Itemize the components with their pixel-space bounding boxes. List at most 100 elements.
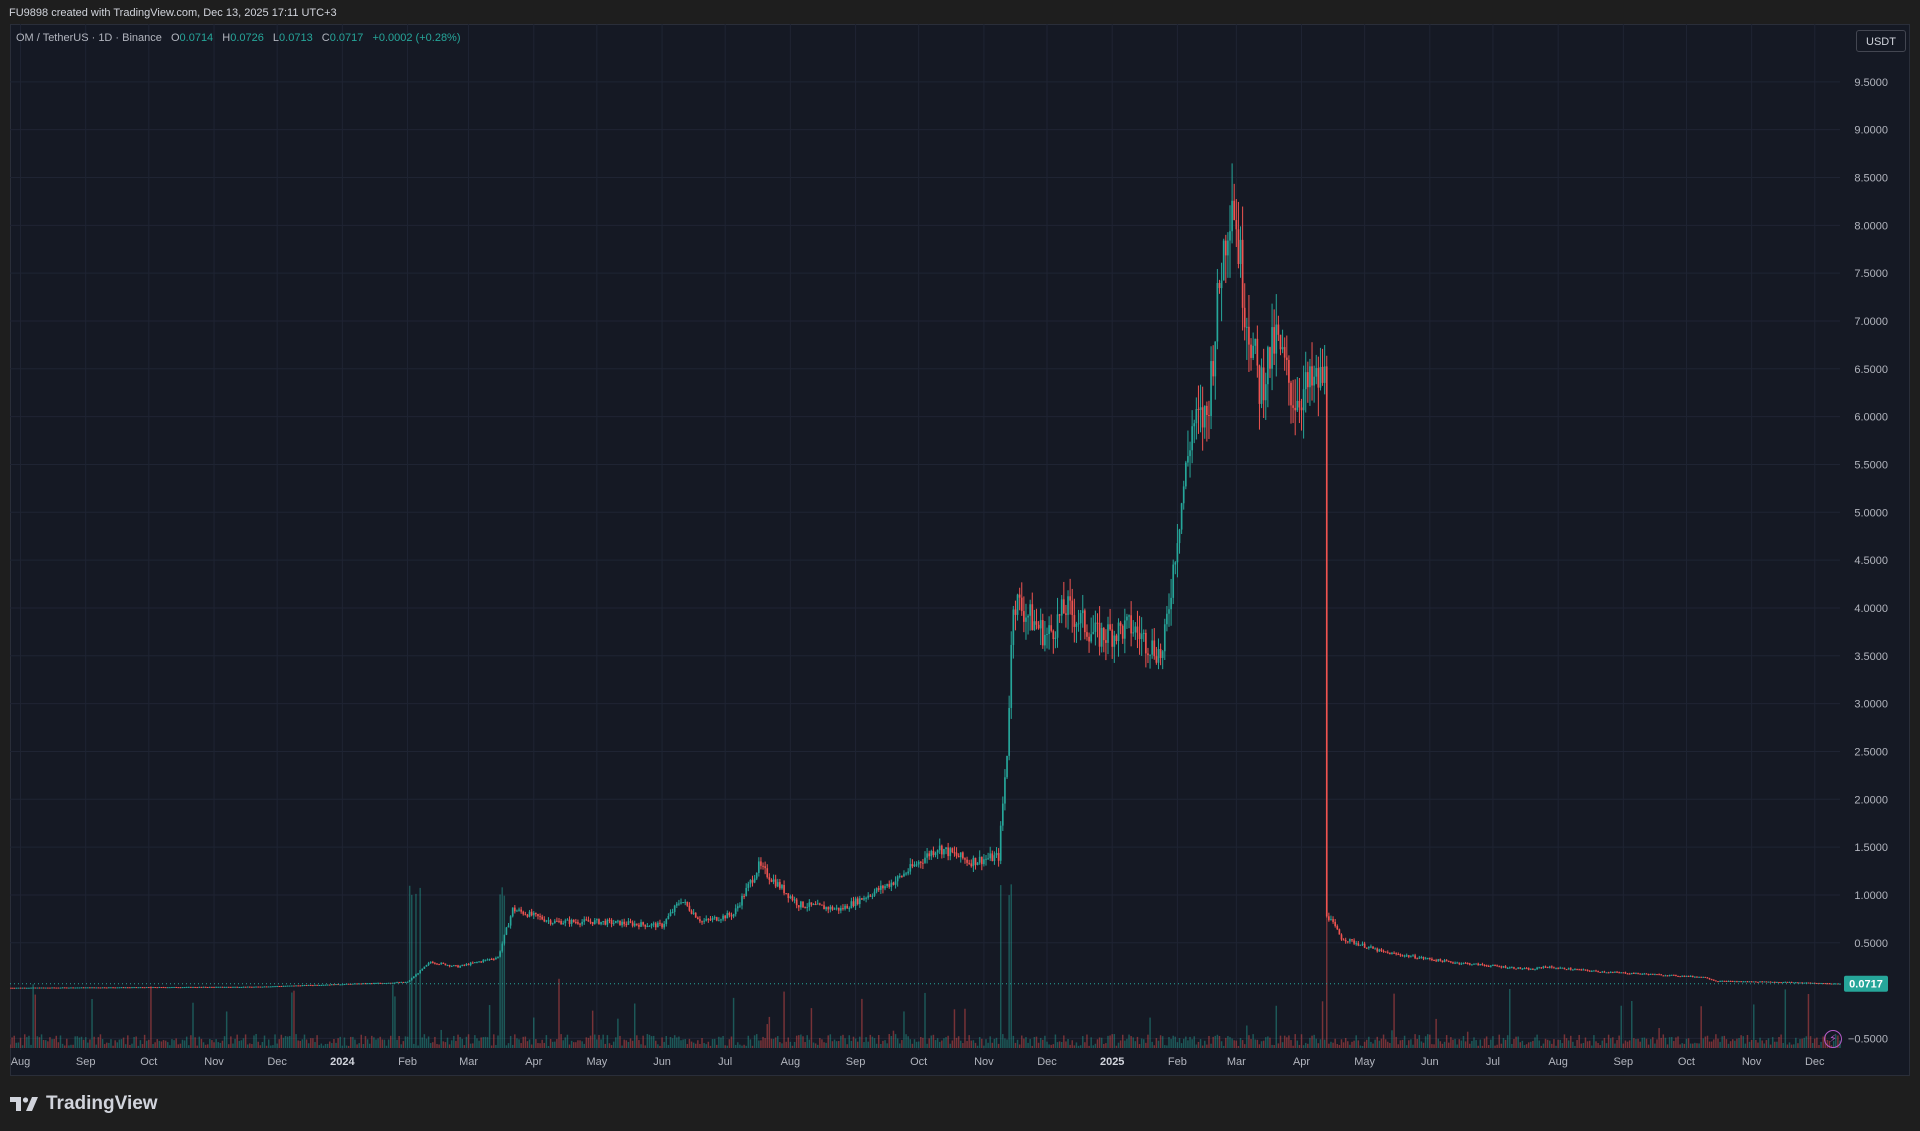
candle-body xyxy=(617,920,619,922)
candle-body xyxy=(34,987,37,989)
candle-body xyxy=(295,985,297,987)
candle-body xyxy=(38,987,41,989)
candle-body xyxy=(1176,543,1179,563)
candle-body xyxy=(715,917,718,921)
candle-body xyxy=(282,985,285,987)
volume-bar xyxy=(1330,1041,1332,1048)
volume-bar xyxy=(335,1042,337,1048)
x-tick-label: Oct xyxy=(140,1056,157,1068)
candle-body xyxy=(1313,376,1315,386)
candle-body xyxy=(431,961,434,964)
volume-bar xyxy=(1567,1040,1570,1048)
candle-body xyxy=(206,987,209,989)
candle-body xyxy=(1151,640,1154,655)
candle-body xyxy=(1738,981,1740,983)
candle-body xyxy=(1052,630,1055,639)
candle-body xyxy=(978,856,981,863)
volume-bar xyxy=(406,1036,409,1048)
candle-body xyxy=(356,983,358,985)
volume-bar xyxy=(286,1036,289,1048)
volume-bar xyxy=(1023,1038,1025,1048)
volume-bar xyxy=(32,984,34,1048)
volume-bar xyxy=(1048,1044,1050,1048)
candle-body xyxy=(1046,634,1048,636)
candle-body xyxy=(442,962,445,964)
currency-button[interactable]: USDT xyxy=(1856,30,1906,52)
volume-bar xyxy=(1176,1042,1179,1048)
volume-bar xyxy=(1494,1045,1496,1048)
candle-body xyxy=(511,907,514,917)
chart-area[interactable] xyxy=(10,24,1910,1076)
candle-body xyxy=(1199,407,1202,410)
volume-bar xyxy=(1708,1041,1711,1048)
candle-body xyxy=(1037,624,1040,629)
candle-body xyxy=(1403,955,1406,957)
volume-bar xyxy=(1658,1028,1660,1048)
volume-bar xyxy=(293,990,295,1048)
candle-body xyxy=(1391,952,1393,955)
x-tick-label: Oct xyxy=(1678,1056,1695,1068)
candle-body xyxy=(1529,968,1532,970)
candle-body xyxy=(118,987,121,989)
volume-bar xyxy=(1527,1042,1530,1048)
candle-body xyxy=(1300,407,1303,411)
volume-bar xyxy=(859,1036,861,1048)
candle-body xyxy=(577,922,579,924)
candle-body xyxy=(1361,943,1364,945)
volume-bar xyxy=(1652,1037,1654,1048)
volume-bar xyxy=(1052,1044,1055,1048)
volume-bar xyxy=(1208,1035,1210,1048)
volume-bar xyxy=(1180,1043,1183,1048)
volume-bar xyxy=(1271,1044,1273,1048)
x-tick-label: Dec xyxy=(1037,1056,1057,1068)
candle-body xyxy=(867,895,870,898)
candle-body xyxy=(1487,965,1490,967)
volume-bar xyxy=(682,1039,684,1048)
candle-body xyxy=(909,864,912,872)
candle-body xyxy=(1805,982,1808,984)
volume-bar xyxy=(762,1036,764,1048)
volume-bar xyxy=(299,1040,302,1048)
volume-bar xyxy=(886,1043,888,1048)
y-tick-label: 1.0000 xyxy=(1854,890,1888,902)
volume-bar xyxy=(1012,1035,1015,1048)
volume-bar xyxy=(373,1037,375,1048)
volume-bar xyxy=(770,1038,773,1048)
symbol-label[interactable]: OM / TetherUS · 1D · Binance xyxy=(16,32,162,44)
lightning-icon[interactable]: ⚡ xyxy=(1824,1030,1842,1048)
candle-body xyxy=(478,961,480,963)
volume-bar xyxy=(606,1035,609,1048)
volume-bar xyxy=(554,1041,556,1048)
volume-bar xyxy=(366,1039,369,1048)
candle-body xyxy=(1456,962,1459,964)
candle-body xyxy=(434,963,436,965)
volume-bar xyxy=(476,1038,478,1048)
candle-body xyxy=(242,986,245,988)
candle-body xyxy=(692,912,695,914)
candle-body xyxy=(1389,952,1391,955)
price-chart[interactable]: 9.50009.00008.50008.00007.50007.00006.50… xyxy=(10,24,1910,1076)
volume-bar xyxy=(419,887,421,1048)
volume-bar xyxy=(1351,1041,1353,1048)
volume-bar xyxy=(21,1045,24,1048)
volume-bar xyxy=(326,1043,329,1048)
volume-bar xyxy=(19,1037,22,1048)
volume-bar xyxy=(47,1041,49,1048)
candle-body xyxy=(1126,616,1128,621)
volume-bar xyxy=(103,1044,106,1048)
volume-bar xyxy=(1729,1041,1732,1048)
candle-body xyxy=(669,912,672,916)
volume-bar xyxy=(779,1042,781,1048)
volume-bar xyxy=(810,1008,813,1048)
candle-body xyxy=(537,914,539,917)
volume-bar xyxy=(337,1038,339,1048)
candle-body xyxy=(1454,962,1456,964)
volume-bar xyxy=(320,1043,323,1048)
candle-body xyxy=(623,921,626,925)
change-value: +0.0002 (+0.28%) xyxy=(372,32,461,44)
tradingview-logo[interactable]: TradingView xyxy=(10,1093,158,1115)
volume-bar xyxy=(888,1034,890,1048)
volume-bar xyxy=(1574,1045,1576,1048)
volume-bar xyxy=(1645,1038,1648,1048)
candle-body xyxy=(1677,975,1679,977)
